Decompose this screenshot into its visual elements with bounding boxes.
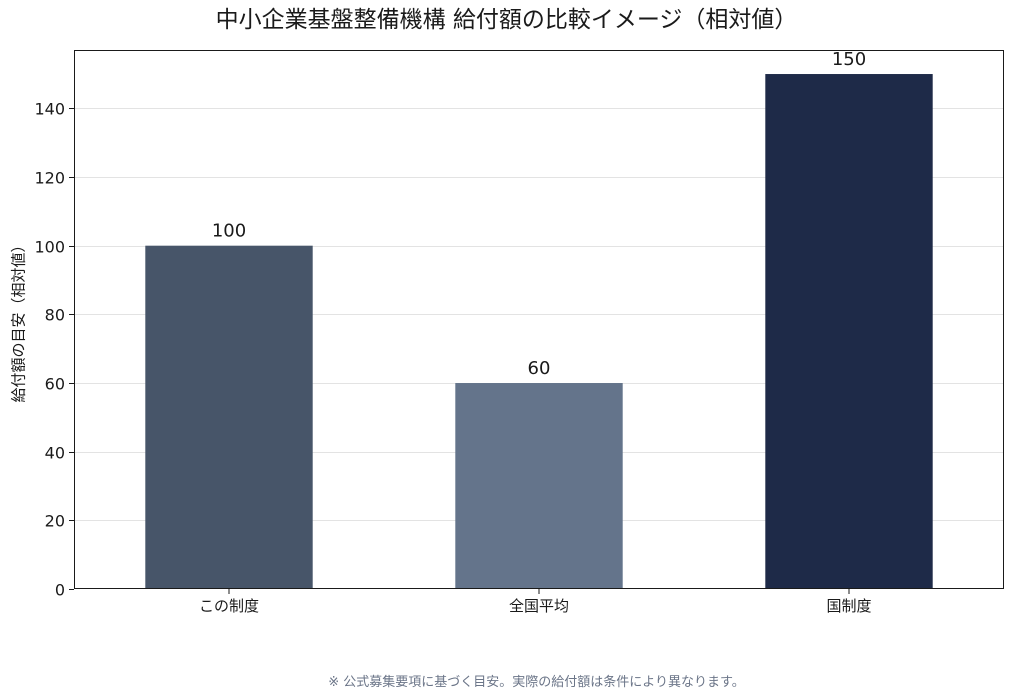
y-tick-label: 80 [45, 306, 65, 325]
y-tick-label: 120 [34, 169, 65, 188]
y-tick-label: 20 [45, 512, 65, 531]
y-tick-label: 140 [34, 100, 65, 119]
y-ticks: 0 20 40 60 80 100 120 140 [34, 100, 74, 600]
x-tick-label: 国制度 [826, 597, 871, 615]
x-ticks: この制度 全国平均 国制度 [199, 589, 872, 615]
y-tick-label: 60 [45, 375, 65, 394]
x-tick-label: この制度 [199, 597, 259, 615]
x-tick-label: 全国平均 [509, 597, 569, 615]
y-tick-label: 100 [34, 238, 65, 257]
chart-title: 中小企業基盤整備機構 給付額の比較イメージ（相対値） [215, 7, 798, 33]
bars [145, 74, 933, 589]
bar [145, 245, 313, 589]
data-label: 150 [832, 49, 866, 70]
plot-frame [74, 50, 1004, 589]
y-tick-label: 40 [45, 444, 65, 463]
data-label: 100 [212, 221, 246, 242]
footnote: ※ 公式募集要項に基づく目安。実際の給付額は条件により異なります。 [328, 675, 745, 690]
data-labels: 100 60 150 [212, 49, 866, 379]
bar [765, 74, 933, 589]
bar [455, 383, 623, 589]
data-label: 60 [528, 358, 551, 379]
y-tick-label: 0 [55, 581, 65, 600]
